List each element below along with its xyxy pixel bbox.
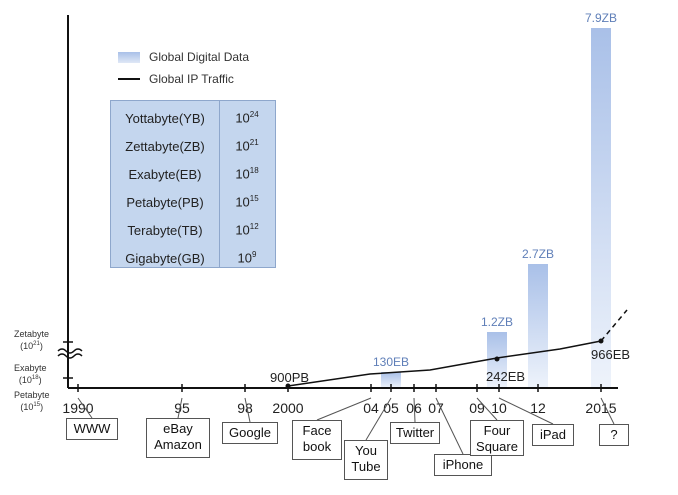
bar-label-2015: 7.9ZB [585,11,617,25]
x-tick-label-95: 95 [174,400,190,416]
table-row: Yottabyte(YB) 1024 [111,104,275,132]
event-callout-10: iPad [532,424,574,446]
event-callout-06: Twitter [390,422,440,444]
axis-break-bottom [57,353,83,359]
event-text: Twitter [395,425,435,440]
unit-power: 1012 [235,222,259,238]
event-text: ? [610,427,618,442]
y-axis-label: Exabyte (1018) [14,363,47,385]
legend-item-ip-traffic: Global IP Traffic [118,68,249,90]
table-row: Gigabyte(GB) 109 [111,244,275,272]
callout-pointer-09 [476,397,498,421]
event-text: Square [476,439,518,454]
unit-name: Yottabyte(YB) [125,110,205,126]
event-callout-04: Face book [292,420,342,460]
legend-label-digital-data: Global Digital Data [149,50,250,64]
ip-traffic-projection [600,309,628,342]
event-callout-09: Four Square [470,420,524,456]
y-axis-label: Zetabyte (1021) [14,329,50,351]
callout-pointer-04 [316,397,372,421]
axis-break-top [57,348,83,354]
bar-2012 [528,264,548,388]
bar-label-2012: 2.7ZB [522,247,554,261]
legend-label-ip-traffic: Global IP Traffic [149,72,234,86]
event-text: Google [229,425,271,440]
traffic-point-2000 [285,383,291,389]
table-row: Terabyte(TB) 1012 [111,216,275,244]
unit-name: Terabyte(TB) [127,222,203,238]
x-tick-label-98: 98 [237,400,253,416]
event-callout-1990: WWW [66,418,118,440]
callout-pointer-05 [365,397,392,441]
bar-2005 [381,372,401,388]
x-tick-label-2000: 2000 [272,400,303,416]
traffic-point-2010 [494,356,500,362]
unit-name: Exabyte(EB) [128,166,202,182]
event-text: eBay [163,421,193,436]
event-text: book [302,439,332,454]
callout-pointer-07 [435,397,464,455]
data-units-table: Yottabyte(YB) 1024 Zettabyte(ZB) 1021 Exabyt… [110,100,276,268]
x-tick-label-09: 09 [469,400,485,416]
callout-pointer-1990 [77,397,93,419]
unit-name: Petabyte(PB) [126,194,204,210]
x-tick-label-12: 12 [530,400,546,416]
table-row: Exabyte(EB) 1018 [111,160,275,188]
unit-name: Zettabyte(ZB) [125,138,205,154]
callout-pointer-98 [244,397,251,423]
event-text: Face [302,423,332,438]
unit-power: 1024 [235,110,259,126]
legend-bar-swatch [118,51,140,63]
table-row: Petabyte(PB) 1015 [111,188,275,216]
callout-pointer-10 [498,397,554,425]
callout-pointer-95 [177,397,183,419]
event-text: Four [483,423,511,438]
x-tick-label-1990: 1990 [62,400,93,416]
unit-power: 1015 [235,194,259,210]
callout-pointer-2015 [600,397,615,425]
x-tick-label-04: 04 [363,400,379,416]
unit-power: 1021 [235,138,259,154]
event-text: iPhone [442,457,484,472]
bar-2015 [591,28,611,388]
table-row: Zettabyte(ZB) 1021 [111,132,275,160]
x-tick-label-2015: 2015 [585,400,616,416]
traffic-label-2010: 242EB [486,369,525,384]
legend-line-swatch [118,78,140,80]
traffic-label-2015: 966EB [591,347,630,362]
unit-name: Gigabyte(GB) [125,250,205,266]
event-text: You [355,443,377,458]
event-callout-2015: ? [599,424,629,446]
legend-item-digital-data: Global Digital Data [118,46,249,68]
bar-label-2010: 1.2ZB [481,315,513,329]
x-tick-label-10: 10 [491,400,507,416]
bar-label-2005: 130EB [373,355,409,369]
event-text: Tube [351,459,381,474]
event-text: WWW [73,421,111,436]
chart-legend: Global Digital Data Global IP Traffic [118,46,249,90]
event-text: Amazon [154,437,202,452]
ip-traffic-line [287,340,602,387]
traffic-label-2000: 900PB [270,370,309,385]
table-divider [219,101,220,267]
unit-power: 109 [237,250,257,266]
y-axis-label: Petabyte (1015) [14,390,50,412]
event-callout-98: Google [222,422,278,444]
event-callout-05: You Tube [344,440,388,480]
callout-pointer-06 [413,397,416,423]
table-rows: Yottabyte(YB) 1024 Zettabyte(ZB) 1021 Exabyt… [111,104,275,272]
event-text: iPad [539,427,567,442]
x-tick-label-07: 07 [428,400,444,416]
event-callout-07: iPhone [434,454,492,476]
event-callout-95: eBay Amazon [146,418,210,458]
traffic-point-2015 [598,338,604,344]
unit-power: 1018 [235,166,259,182]
